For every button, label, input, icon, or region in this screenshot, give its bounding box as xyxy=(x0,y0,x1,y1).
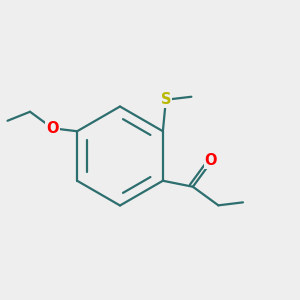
Text: S: S xyxy=(160,92,171,107)
Text: O: O xyxy=(205,153,217,168)
Text: O: O xyxy=(46,121,59,136)
